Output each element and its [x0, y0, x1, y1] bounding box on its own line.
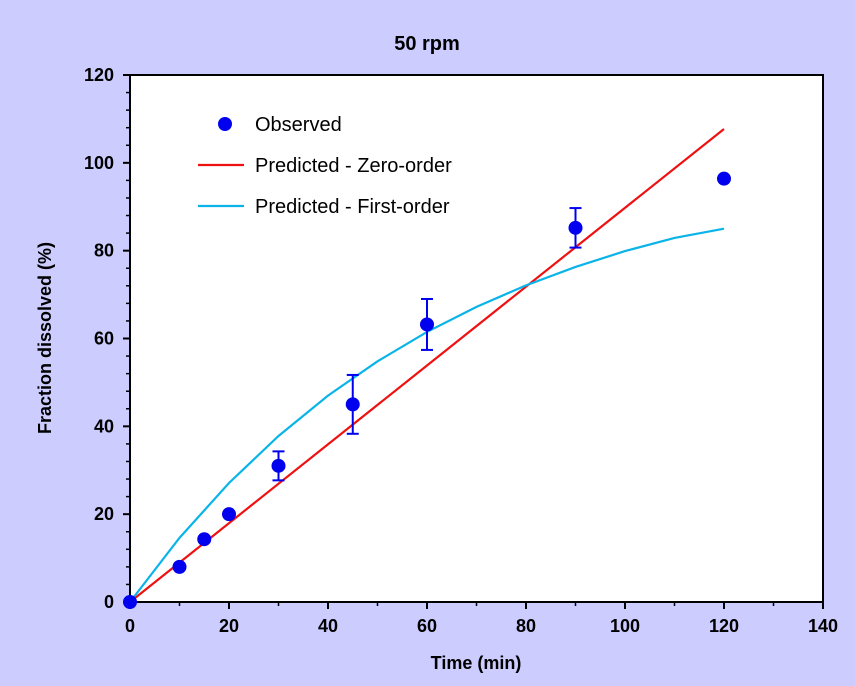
- legend: Observed Predicted - Zero-order Predicted …: [198, 114, 452, 218]
- legend-label-2: Predicted - First-order: [255, 196, 450, 218]
- x-tick-label: 20: [219, 616, 239, 636]
- axis-ticks: 0 20 40 60 80 100 120 140 0 20 40 60 80 100 120: [84, 65, 838, 636]
- y-tick-label: 20: [94, 504, 114, 524]
- y-tick-label: 40: [94, 416, 114, 436]
- observed-point: [222, 507, 236, 522]
- x-tick-label: 60: [417, 616, 437, 636]
- y-tick-label: 100: [84, 153, 114, 173]
- observed-point: [717, 171, 731, 186]
- observed-point: [172, 559, 187, 574]
- y-tick-label: 80: [94, 241, 114, 261]
- x-tick-label: 120: [709, 616, 739, 636]
- observed-points: [123, 171, 731, 609]
- x-tick-label: 40: [318, 616, 338, 636]
- observed-point: [271, 458, 286, 473]
- legend-label-0: Observed: [255, 114, 342, 136]
- legend-label-1: Predicted - Zero-order: [255, 155, 452, 177]
- plot-area: [129, 74, 824, 603]
- y-axis-title: Fraction dissolved (%): [35, 242, 55, 434]
- chart-title: 50 rpm: [394, 33, 460, 55]
- y-tick-label: 60: [94, 329, 114, 349]
- y-tick-label: 0: [104, 592, 114, 612]
- x-tick-label: 100: [610, 616, 640, 636]
- observed-point: [420, 317, 434, 332]
- x-tick-label: 0: [125, 616, 135, 636]
- observed-point: [123, 595, 137, 609]
- observed-point: [345, 397, 360, 412]
- observed-point: [197, 532, 212, 547]
- x-tick-label: 140: [808, 616, 838, 636]
- legend-swatch-0: [218, 117, 232, 131]
- y-tick-label: 120: [84, 65, 114, 85]
- x-tick-label: 80: [516, 616, 536, 636]
- observed-point: [568, 220, 583, 235]
- x-axis-title: Time (min): [431, 653, 522, 673]
- series-line-1: [129, 128, 725, 603]
